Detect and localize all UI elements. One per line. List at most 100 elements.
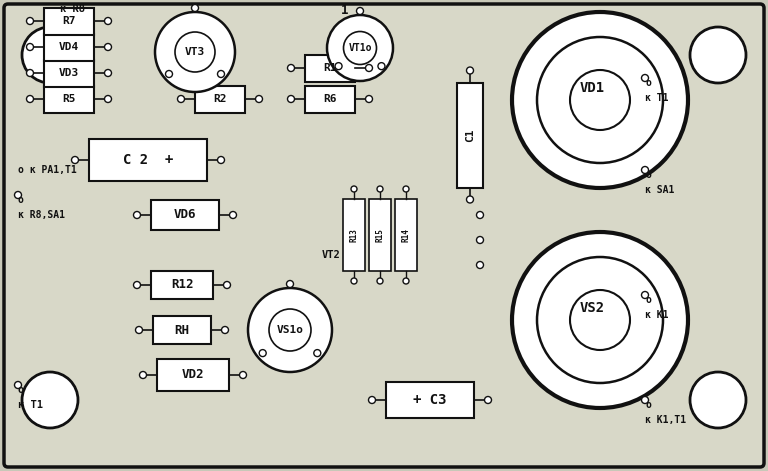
Circle shape [217, 156, 224, 163]
Text: R12: R12 [170, 278, 194, 292]
Circle shape [223, 282, 230, 289]
Bar [153, 316, 211, 344]
Text: VD6: VD6 [174, 209, 197, 221]
Bar [305, 86, 355, 113]
Circle shape [537, 37, 663, 163]
Circle shape [366, 65, 372, 72]
Circle shape [403, 278, 409, 284]
Text: R15: R15 [376, 228, 385, 242]
Circle shape [377, 278, 383, 284]
Circle shape [512, 232, 688, 408]
Text: R1: R1 [323, 63, 336, 73]
Circle shape [240, 372, 247, 379]
Circle shape [356, 8, 363, 15]
Circle shape [104, 17, 111, 24]
Text: VT1o: VT1o [348, 43, 372, 53]
Bar [305, 55, 355, 81]
Circle shape [351, 278, 357, 284]
Text: о: о [645, 400, 650, 410]
Circle shape [641, 397, 648, 404]
Circle shape [314, 349, 321, 357]
Circle shape [690, 27, 746, 83]
Circle shape [570, 70, 630, 130]
Circle shape [248, 288, 332, 372]
Bar [151, 200, 219, 230]
Text: о: о [18, 195, 24, 205]
Text: R2: R2 [214, 94, 227, 104]
Circle shape [641, 74, 648, 81]
Circle shape [476, 211, 484, 219]
Circle shape [256, 96, 263, 103]
Circle shape [377, 186, 383, 192]
Bar [89, 139, 207, 181]
Circle shape [230, 211, 237, 219]
Circle shape [351, 186, 357, 192]
Bar [395, 199, 417, 271]
FancyBboxPatch shape [4, 4, 764, 467]
Text: RH: RH [174, 324, 190, 336]
Circle shape [175, 32, 215, 72]
Circle shape [369, 397, 376, 404]
Text: к T1: к T1 [18, 400, 43, 410]
Bar [44, 86, 94, 113]
Circle shape [378, 63, 385, 70]
Circle shape [466, 67, 474, 74]
Circle shape [191, 5, 198, 11]
Circle shape [476, 261, 484, 268]
Circle shape [135, 326, 143, 333]
Circle shape [22, 372, 78, 428]
Text: VD2: VD2 [182, 368, 204, 382]
Circle shape [537, 257, 663, 383]
Circle shape [15, 192, 22, 198]
Circle shape [27, 70, 34, 76]
Circle shape [327, 15, 393, 81]
Circle shape [403, 186, 409, 192]
Text: R13: R13 [349, 228, 359, 242]
Circle shape [177, 96, 184, 103]
Circle shape [71, 156, 78, 163]
Text: о: о [18, 385, 25, 395]
Bar [369, 199, 391, 271]
Text: 1: 1 [341, 4, 349, 17]
Circle shape [217, 71, 224, 78]
Text: C1: C1 [465, 128, 475, 142]
Circle shape [366, 96, 372, 103]
Text: о: о [645, 170, 650, 180]
Bar [195, 86, 245, 113]
Bar [44, 59, 94, 87]
Text: VS1o: VS1o [276, 325, 303, 335]
Text: C 2  +: C 2 + [123, 153, 173, 167]
Circle shape [221, 326, 229, 333]
Circle shape [485, 397, 492, 404]
Text: R7: R7 [62, 16, 76, 26]
Text: к R8: к R8 [60, 4, 85, 14]
Text: VS2: VS2 [579, 301, 604, 315]
Text: R5: R5 [62, 94, 76, 104]
Bar [343, 199, 365, 271]
Circle shape [335, 63, 342, 70]
Text: о к PA1,T1: о к PA1,T1 [18, 165, 77, 175]
Text: о: о [645, 295, 650, 305]
Text: к K1: к K1 [645, 310, 668, 320]
Text: VD1: VD1 [579, 81, 604, 95]
Circle shape [140, 372, 147, 379]
Circle shape [27, 43, 34, 50]
Text: к SA1: к SA1 [645, 185, 674, 195]
Circle shape [22, 27, 78, 83]
Circle shape [104, 43, 111, 50]
Circle shape [570, 290, 630, 350]
Text: к K1,T1: к K1,T1 [645, 415, 686, 425]
Circle shape [269, 309, 311, 351]
Circle shape [104, 70, 111, 76]
Circle shape [343, 32, 376, 65]
Text: + C3: + C3 [413, 393, 447, 407]
Text: VT3: VT3 [185, 47, 205, 57]
Circle shape [15, 382, 22, 389]
Circle shape [287, 65, 294, 72]
Circle shape [512, 12, 688, 188]
Circle shape [286, 281, 293, 287]
Bar [151, 271, 213, 299]
Circle shape [165, 71, 173, 78]
Circle shape [641, 292, 648, 299]
Circle shape [641, 167, 648, 173]
